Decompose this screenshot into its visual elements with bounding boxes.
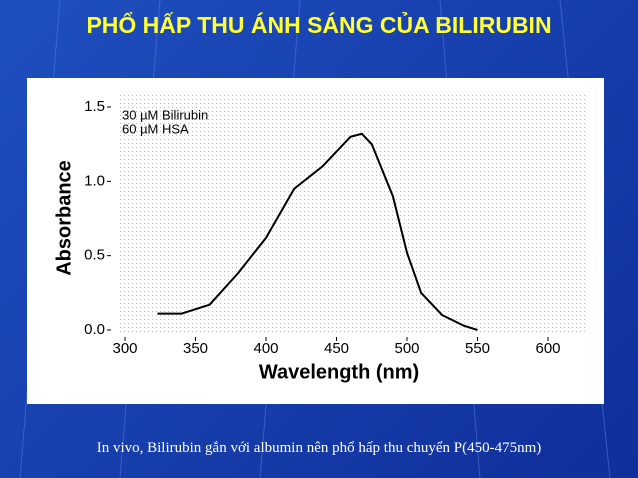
y-tick-label: 0.0 [84,321,105,338]
plot-texture [117,93,587,333]
annotation: 30 µM Bilirubin [122,107,208,122]
slide-caption: In vivo, Bilirubin gắn với albumin nên p… [96,440,542,456]
x-tick-label: 300 [112,340,137,357]
x-tick-label: 450 [324,340,349,357]
data-line [157,132,478,331]
y-axis-label: Absorbance [53,160,75,276]
y-tick-label: 1.0 [84,172,105,189]
x-tick-label: 350 [183,340,208,357]
slide-title: PHỔ HẤP THU ÁNH SÁNG CỦA BILIRUBIN [86,12,552,38]
y-tick-label: 1.5 [84,98,105,115]
x-tick-label: 600 [535,340,560,357]
x-tick-label: 550 [465,340,490,357]
x-tick-label: 400 [253,340,278,357]
annotation: 60 µM HSA [122,121,189,136]
chart: Absorbance Wavelength (nm) 0.0 0.5 1.0 1.5 3… [27,78,604,404]
y-tick-label: 0.5 [84,247,105,264]
x-tick-label: 500 [394,340,419,357]
x-axis-label: Wavelength (nm) [259,361,419,383]
